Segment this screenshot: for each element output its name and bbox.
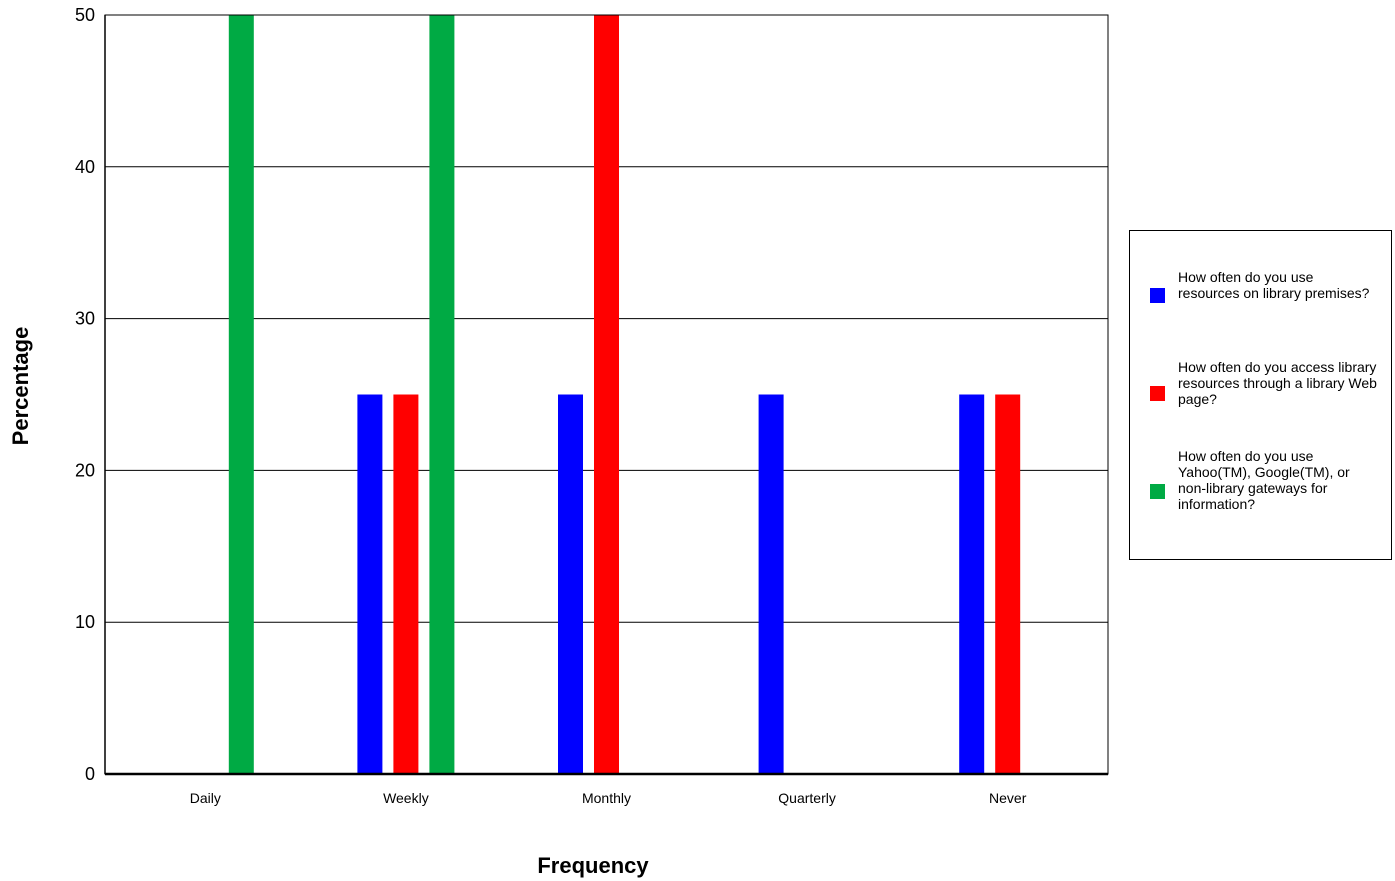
x-axis-title: Frequency xyxy=(537,853,649,878)
bar-never-series-2 xyxy=(995,394,1021,774)
y-tick-label: 10 xyxy=(75,612,95,632)
x-tick-label: Weekly xyxy=(383,790,429,806)
bar-weekly-series-1 xyxy=(357,394,383,774)
legend-label-series-1: How often do you use resources on librar… xyxy=(1178,269,1370,301)
x-tick-labels: Daily Weekly Monthly Quarterly Never xyxy=(190,790,1027,806)
y-axis-title: Percentage xyxy=(8,327,33,446)
y-tick-label: 50 xyxy=(75,5,95,25)
x-tick-label: Quarterly xyxy=(778,790,836,806)
legend-label-series-3: How often do you use Yahoo(TM), Google(T… xyxy=(1178,448,1350,512)
y-tick-labels: 0 10 20 30 40 50 xyxy=(75,5,95,784)
legend: How often do you use resources on librar… xyxy=(1129,230,1392,560)
bar-monthly-series-1 xyxy=(558,394,583,774)
bar-monthly-series-2 xyxy=(594,15,619,774)
y-tick-label: 30 xyxy=(75,309,95,329)
legend-swatch-blue xyxy=(1150,288,1165,303)
x-tick-label: Monthly xyxy=(582,790,631,806)
axes xyxy=(104,14,1109,776)
x-tick-label: Daily xyxy=(190,790,221,806)
bar-daily-series-3 xyxy=(228,15,254,774)
y-tick-label: 40 xyxy=(75,157,95,177)
bar-weekly-series-3 xyxy=(429,15,455,774)
bar-weekly-series-2 xyxy=(393,394,419,774)
legend-label-series-2: How often do you access library resource… xyxy=(1178,359,1377,407)
bar-never-series-1 xyxy=(959,394,985,774)
bars xyxy=(228,15,1021,774)
legend-swatch-green xyxy=(1150,484,1165,499)
y-tick-label: 0 xyxy=(85,764,95,784)
x-tick-label: Never xyxy=(989,790,1027,806)
y-tick-label: 20 xyxy=(75,460,95,480)
bar-quarterly-series-1 xyxy=(758,394,784,774)
legend-swatch-red xyxy=(1150,386,1165,401)
